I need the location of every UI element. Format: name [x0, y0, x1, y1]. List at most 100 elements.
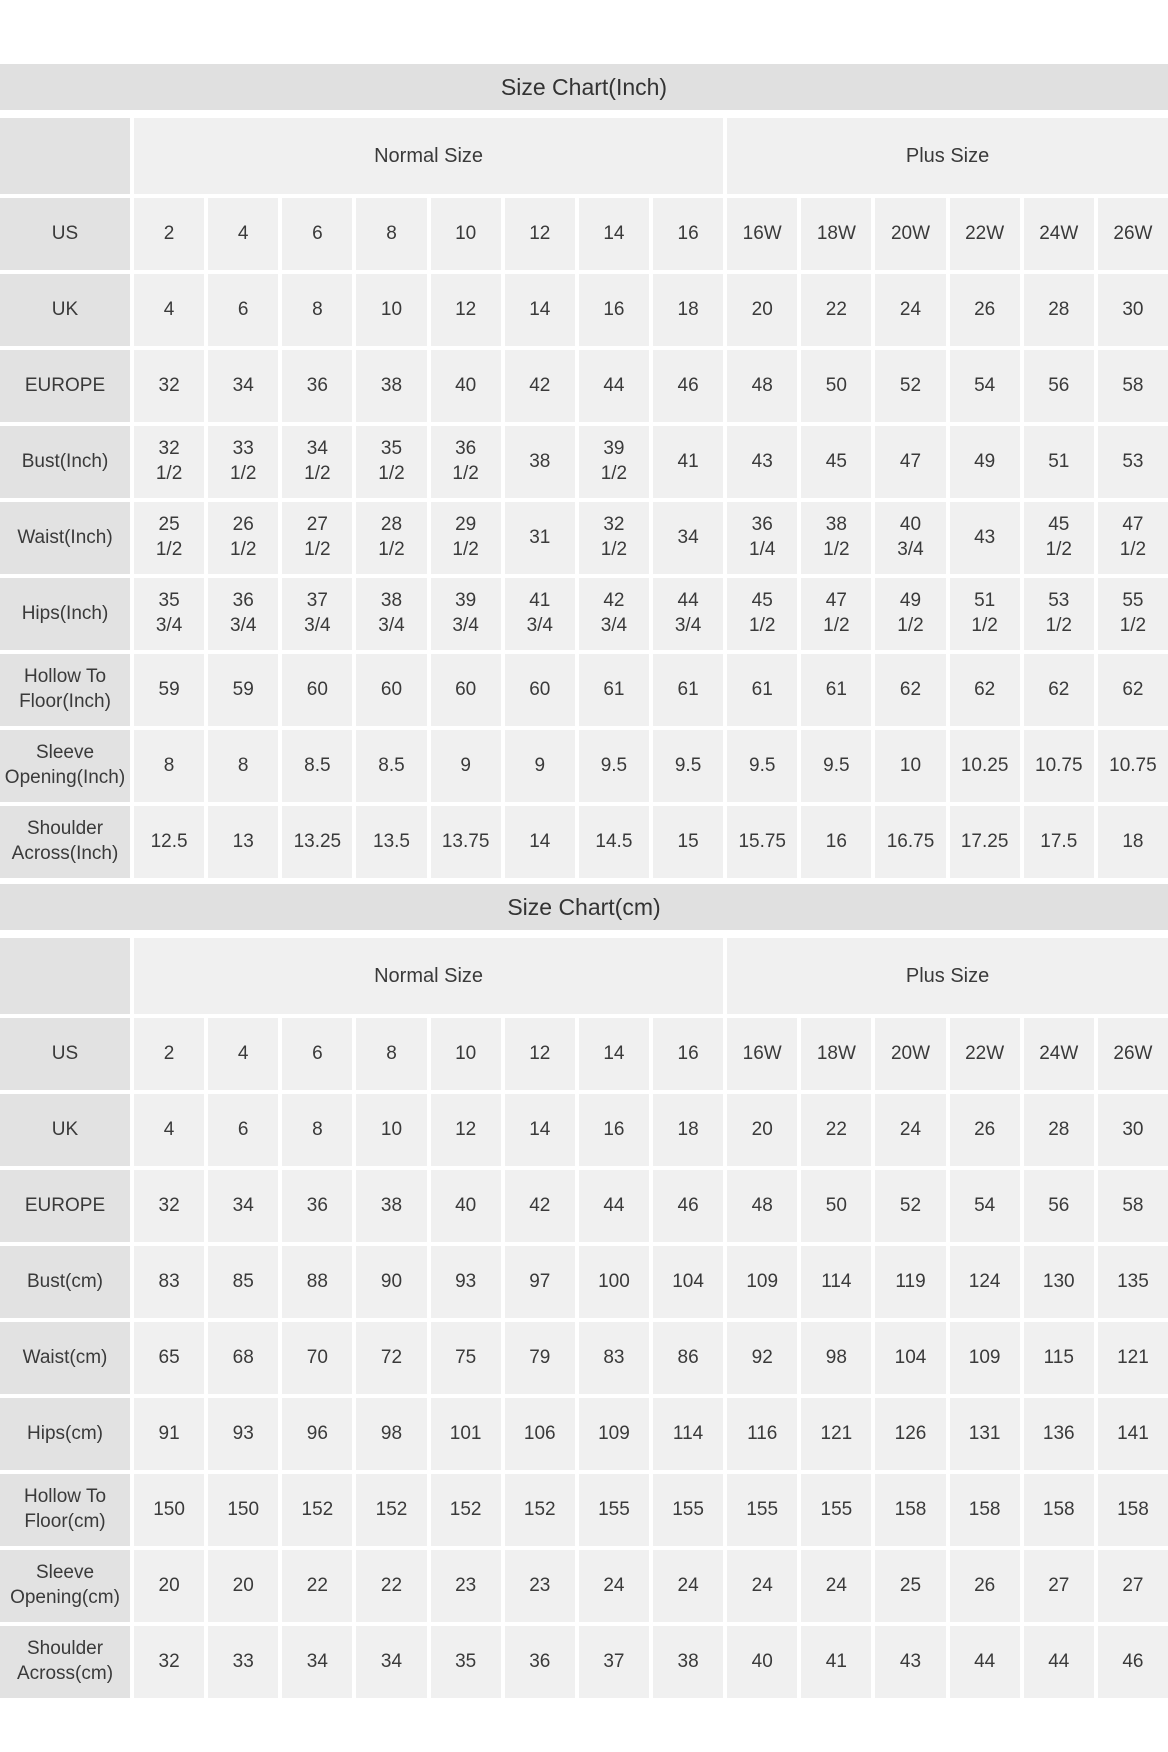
corner-cell [0, 118, 130, 194]
size-value-cell: 38 [504, 426, 575, 498]
size-value-cell: 8 [208, 730, 279, 802]
size-value-cell: 44 [578, 350, 649, 422]
size-value-cell: 26 [949, 1094, 1020, 1166]
size-value-cell: 75 [430, 1322, 501, 1394]
size-value-cell: 13.25 [282, 806, 353, 878]
row-label: EUROPE [0, 1170, 130, 1242]
size-value-cell: 79 [504, 1322, 575, 1394]
size-value-cell: 20 [727, 274, 798, 346]
size-value-cell: 116 [727, 1398, 798, 1470]
size-value-cell: 38 [356, 1170, 427, 1242]
row-label: Shoulder Across(Inch) [0, 806, 130, 878]
row-label: UK [0, 1094, 130, 1166]
size-value-cell: 152 [430, 1474, 501, 1546]
size-value-cell: 100 [578, 1246, 649, 1318]
size-value-cell: 23 [504, 1550, 575, 1622]
size-value-cell: 61 [578, 654, 649, 726]
size-value-cell: 15 [653, 806, 724, 878]
size-value-cell: 28 1/2 [356, 502, 427, 574]
row-label: Waist(cm) [0, 1322, 130, 1394]
size-value-cell: 10 [875, 730, 946, 802]
size-value-cell: 26 1/2 [208, 502, 279, 574]
size-value-cell: 38 1/2 [801, 502, 872, 574]
size-value-cell: 17.5 [1023, 806, 1094, 878]
size-value-cell: 155 [727, 1474, 798, 1546]
size-value-cell: 114 [653, 1398, 724, 1470]
size-value-cell: 26W [1097, 1018, 1168, 1090]
size-value-cell: 45 1/2 [727, 578, 798, 650]
size-value-cell: 32 [134, 1626, 205, 1698]
size-value-cell: 62 [1097, 654, 1168, 726]
size-value-cell: 61 [727, 654, 798, 726]
size-value-cell: 35 3/4 [134, 578, 205, 650]
size-value-cell: 32 1/2 [578, 502, 649, 574]
size-value-cell: 32 [134, 1170, 205, 1242]
row-label: Shoulder Across(cm) [0, 1626, 130, 1698]
size-value-cell: 158 [949, 1474, 1020, 1546]
size-value-cell: 8 [134, 730, 205, 802]
size-value-cell: 34 [653, 502, 724, 574]
size-value-cell: 109 [727, 1246, 798, 1318]
size-value-cell: 8 [356, 1018, 427, 1090]
size-value-cell: 16 [578, 1094, 649, 1166]
size-value-cell: 46 [653, 1170, 724, 1242]
size-value-cell: 33 [208, 1626, 279, 1698]
size-value-cell: 41 [653, 426, 724, 498]
size-value-cell: 43 [949, 502, 1020, 574]
size-value-cell: 20 [727, 1094, 798, 1166]
size-value-cell: 35 1/2 [356, 426, 427, 498]
size-value-cell: 38 [653, 1626, 724, 1698]
size-value-cell: 18W [801, 198, 872, 270]
size-value-cell: 155 [578, 1474, 649, 1546]
size-value-cell: 72 [356, 1322, 427, 1394]
size-value-cell: 47 [875, 426, 946, 498]
size-value-cell: 130 [1023, 1246, 1094, 1318]
size-value-cell: 13 [208, 806, 279, 878]
size-value-cell: 30 [1097, 274, 1168, 346]
size-value-cell: 16W [727, 1018, 798, 1090]
size-value-cell: 30 [1097, 1094, 1168, 1166]
column-group-header: Normal Size [134, 938, 724, 1014]
size-value-cell: 16 [653, 1018, 724, 1090]
size-value-cell: 27 [1023, 1550, 1094, 1622]
size-value-cell: 22 [801, 1094, 872, 1166]
row-label: Hips(cm) [0, 1398, 130, 1470]
size-value-cell: 55 1/2 [1097, 578, 1168, 650]
size-value-cell: 9.5 [801, 730, 872, 802]
size-value-cell: 126 [875, 1398, 946, 1470]
size-value-cell: 46 [653, 350, 724, 422]
size-value-cell: 22 [282, 1550, 353, 1622]
size-value-cell: 56 [1023, 350, 1094, 422]
size-value-cell: 52 [875, 350, 946, 422]
size-value-cell: 93 [208, 1398, 279, 1470]
size-value-cell: 136 [1023, 1398, 1094, 1470]
size-value-cell: 10 [430, 1018, 501, 1090]
size-value-cell: 152 [356, 1474, 427, 1546]
size-value-cell: 62 [1023, 654, 1094, 726]
size-value-cell: 61 [653, 654, 724, 726]
size-value-cell: 98 [801, 1322, 872, 1394]
size-value-cell: 4 [134, 274, 205, 346]
size-value-cell: 62 [949, 654, 1020, 726]
size-value-cell: 38 3/4 [356, 578, 427, 650]
size-value-cell: 44 [949, 1626, 1020, 1698]
size-value-cell: 16 [801, 806, 872, 878]
size-value-cell: 18 [653, 274, 724, 346]
row-label: Sleeve Opening(cm) [0, 1550, 130, 1622]
size-value-cell: 35 [430, 1626, 501, 1698]
size-value-cell: 32 [134, 350, 205, 422]
size-value-cell: 39 1/2 [578, 426, 649, 498]
size-value-cell: 13.5 [356, 806, 427, 878]
size-value-cell: 44 [578, 1170, 649, 1242]
size-value-cell: 34 [208, 1170, 279, 1242]
size-value-cell: 8.5 [282, 730, 353, 802]
size-value-cell: 104 [875, 1322, 946, 1394]
size-value-cell: 121 [801, 1398, 872, 1470]
size-value-cell: 104 [653, 1246, 724, 1318]
size-value-cell: 22W [949, 198, 1020, 270]
size-value-cell: 24 [578, 1550, 649, 1622]
size-value-cell: 14 [504, 274, 575, 346]
size-value-cell: 4 [134, 1094, 205, 1166]
row-label: UK [0, 274, 130, 346]
size-value-cell: 20 [134, 1550, 205, 1622]
